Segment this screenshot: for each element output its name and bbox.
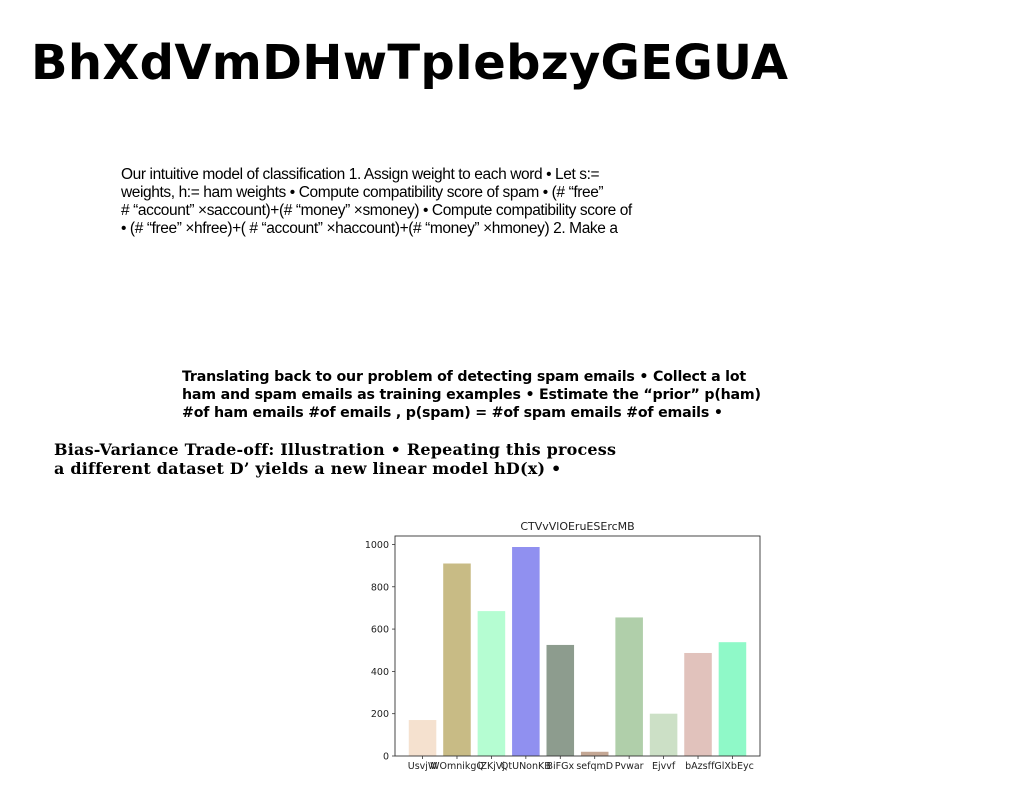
x-tick-label: iZKjVj: [478, 761, 505, 772]
chart-bar: [477, 611, 506, 756]
x-tick-label: bAzsf: [685, 761, 711, 772]
chart-bar: [718, 642, 747, 756]
y-tick-label: 1000: [365, 540, 389, 551]
chart-bar: [649, 713, 678, 756]
text-line: Translating back to our problem of detec…: [182, 369, 746, 385]
chart-bar: [443, 563, 471, 756]
x-tick-label: Ejvvf: [652, 761, 676, 772]
y-tick-label: 600: [371, 625, 389, 636]
x-tick-label: sefqmD: [576, 761, 613, 772]
chart-bar: [615, 617, 643, 756]
text-line: • (# “free” ×hfree)+( # “account” ×hacco…: [121, 220, 618, 237]
y-tick-label: 800: [371, 582, 389, 593]
y-tick-label: 400: [371, 667, 389, 678]
page-title: BhXdVmDHwTpIebzyGEGUA: [31, 35, 789, 91]
text-block-classification: Our intuitive model of classification 1.…: [121, 166, 691, 238]
text-block-bias-variance: Bias-Variance Trade-off: Illustration • …: [54, 440, 624, 478]
chart-bar: [546, 644, 575, 756]
text-line: # “account” ×saccount)+(# “money” ×smone…: [121, 202, 632, 219]
x-tick-label: WOmnikgQ: [430, 761, 484, 772]
bar-chart: CTVvVlOEruESErcMB UsvjW WOmnikgQ iZKjVj QtUN…: [350, 514, 770, 776]
chart-bar: [580, 751, 609, 756]
chart-axes-frame: [394, 535, 761, 757]
chart-bar: [408, 720, 437, 756]
x-tick-label: fGlXbEyc: [711, 761, 754, 772]
text-line: Bias-Variance Trade-off: Illustration • …: [54, 440, 617, 459]
text-block-spam-detection: Translating back to our problem of detec…: [182, 368, 792, 422]
x-tick-label: QtUNonKB: [501, 761, 551, 772]
chart-title: CTVvVlOEruESErcMB: [520, 520, 634, 533]
x-tick-label: Pvwar: [615, 761, 644, 772]
text-line: Our intuitive model of classification 1.…: [121, 166, 600, 183]
chart-bar: [512, 547, 540, 756]
x-tick-label: UsvjW: [408, 761, 438, 772]
chart-bar: [684, 652, 712, 756]
y-tick-label: 0: [383, 752, 389, 763]
text-line: ham and spam emails as training examples…: [182, 387, 761, 403]
bar-chart-svg: CTVvVlOEruESErcMB UsvjWWOmnikgQiZKjVjQtUN…: [365, 520, 761, 772]
text-line: #of ham emails #of emails , p(spam) = #o…: [182, 405, 723, 421]
x-tick-label: BiFGx: [546, 761, 574, 772]
y-tick-label: 200: [371, 709, 389, 720]
text-line: weights, h:= ham weights • Compute compa…: [121, 184, 604, 201]
text-line: a different dataset D’ yields a new line…: [54, 458, 562, 478]
